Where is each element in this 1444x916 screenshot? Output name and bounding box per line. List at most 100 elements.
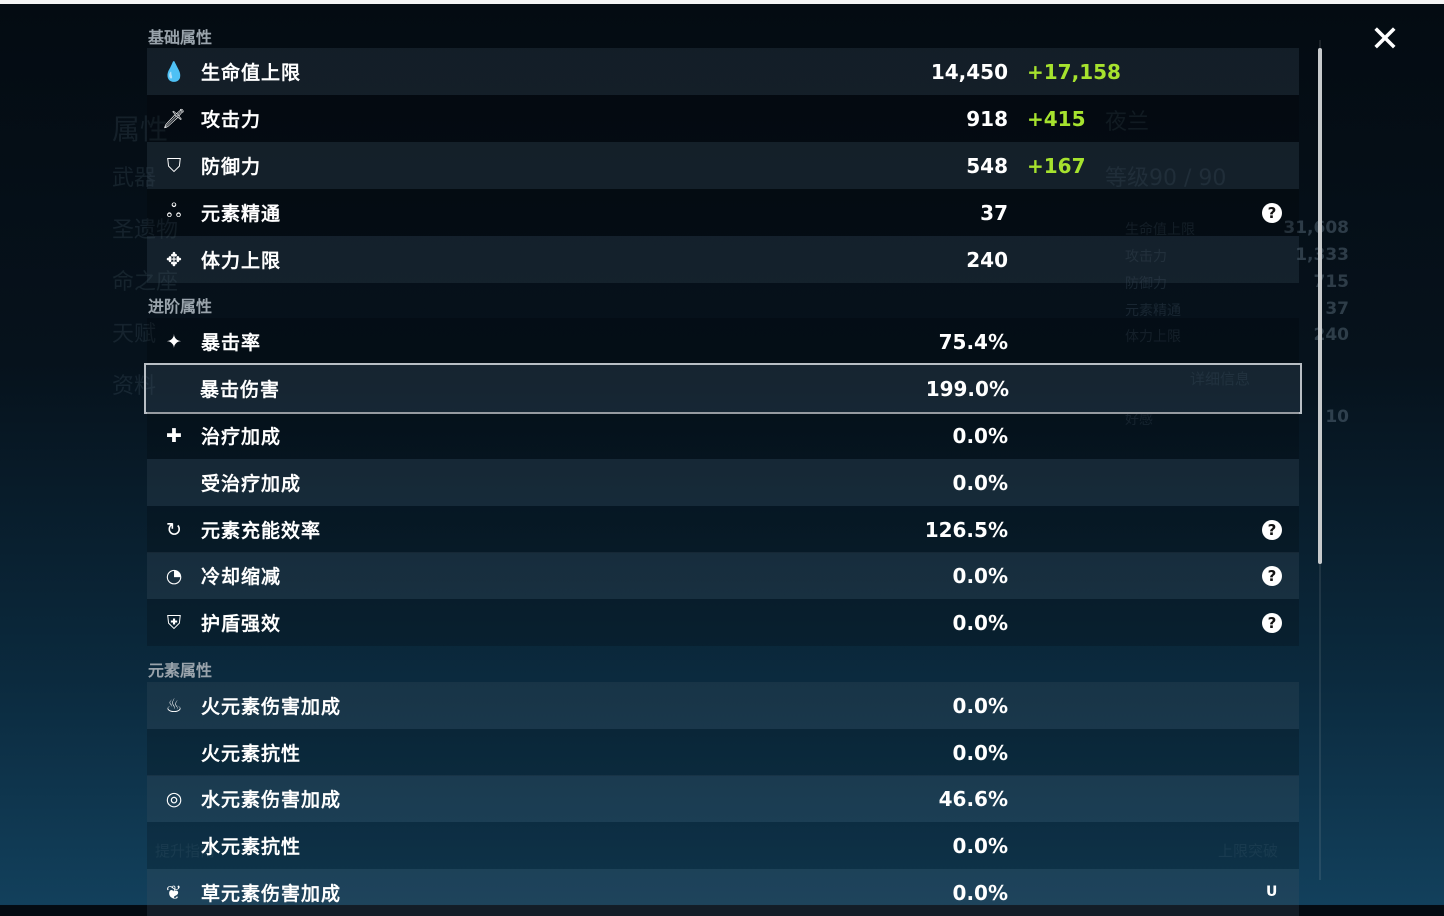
stamina-icon: ✥ — [166, 248, 182, 271]
stat-value: 126.5% — [924, 517, 1008, 542]
help-icon[interactable]: ? — [1262, 612, 1282, 633]
bg-upgrade-button: 提升指南 — [155, 842, 216, 860]
pyro-icon: ♨ — [165, 694, 183, 717]
section-base-attributes: 基础属性 — [148, 28, 213, 47]
stat-bonus: +415 — [1027, 106, 1086, 131]
stat-label: 暴击伤害 — [200, 379, 281, 401]
stat-row[interactable]: 暴击伤害 199.0% — [144, 363, 1302, 414]
stat-label: 水元素抗性 — [201, 836, 302, 858]
bg-tab-weapon: 武器 — [112, 166, 157, 191]
help-icon[interactable]: ? — [1262, 519, 1282, 540]
stat-row[interactable]: 水元素抗性 0.0% — [147, 822, 1299, 869]
top-border — [0, 0, 1444, 4]
bg-tab-artifacts: 圣遗物 — [112, 218, 179, 243]
bg-tab-constellation: 命之座 — [112, 270, 179, 295]
cooldown-icon: ◔ — [165, 564, 183, 587]
bg-friendship-label: 好感 — [1125, 412, 1153, 428]
stat-value: 240 — [966, 247, 1008, 272]
stat-row[interactable]: 🗡 攻击力 918 +415 — [147, 95, 1299, 142]
shield-bolt-icon: ⛨ — [166, 611, 182, 634]
stat-row[interactable]: ♨ 火元素伤害加成 0.0% — [147, 682, 1299, 729]
bg-summary-value: 715 — [1313, 272, 1350, 292]
stat-label: 火元素抗性 — [201, 743, 302, 765]
sword-icon: 🗡 — [161, 108, 187, 130]
stat-value: 0.0% — [952, 880, 1008, 905]
stat-label: 暴击率 — [201, 332, 262, 354]
section-advanced-attributes: 进阶属性 — [148, 297, 213, 316]
bg-tab-attributes: 属性 — [112, 113, 169, 146]
stat-value: 75.4% — [938, 329, 1008, 354]
shield-icon: ⛉ — [166, 154, 182, 177]
stat-row[interactable]: ஃ 元素精通 37? — [147, 189, 1299, 236]
stat-value: 0.0% — [952, 470, 1008, 495]
close-button[interactable]: ✕ — [1369, 19, 1401, 60]
bg-summary-label: 体力上限 — [1125, 329, 1181, 345]
stat-row[interactable]: ⛉ 防御力 548 +167 — [147, 142, 1299, 189]
drop-icon: 💧 — [162, 61, 186, 83]
stat-row[interactable]: ✚ 治疗加成 0.0% — [147, 412, 1299, 459]
stat-value: 46.6% — [938, 786, 1008, 811]
stat-value: 0.0% — [952, 423, 1008, 448]
bg-ascend-button: 上限突破 — [1218, 842, 1279, 860]
stat-label: 草元素伤害加成 — [201, 883, 342, 905]
bg-summary-label: 元素精通 — [1125, 303, 1181, 319]
stat-label: 冷却缩减 — [201, 566, 282, 588]
stat-row[interactable]: ⛨ 护盾强效 0.0%? — [147, 599, 1299, 646]
recharge-icon: ↻ — [166, 518, 182, 541]
stat-row[interactable]: ✦ 暴击率 75.4% — [147, 318, 1299, 365]
stat-label: 生命值上限 — [201, 62, 302, 84]
stat-row[interactable]: ❦ 草元素伤害加成 0.0% — [147, 869, 1299, 916]
stat-value: 918 — [966, 106, 1008, 131]
stat-row[interactable]: ↻ 元素充能效率 126.5%? — [147, 506, 1299, 553]
cross-icon: ✚ — [166, 424, 182, 447]
stat-bonus: +167 — [1027, 153, 1086, 178]
stat-label: 体力上限 — [201, 250, 282, 272]
stat-value: 548 — [966, 153, 1008, 178]
stat-value: 0.0% — [952, 610, 1008, 635]
stat-row[interactable]: ✥ 体力上限 240 — [147, 236, 1299, 283]
stat-row[interactable]: ◔ 冷却缩减 0.0%? — [147, 552, 1299, 599]
bg-summary-label: 生命值上限 — [1125, 222, 1195, 238]
bg-character-name: 夜兰 — [1105, 110, 1150, 135]
bg-tab-profile: 资料 — [112, 374, 157, 399]
stat-label: 治疗加成 — [201, 426, 282, 448]
bg-summary-value: 37 — [1325, 299, 1349, 319]
stat-label: 火元素伤害加成 — [201, 696, 342, 718]
stat-label: 元素充能效率 — [201, 520, 322, 542]
stat-label: 防御力 — [201, 156, 262, 178]
stat-value: 0.0% — [952, 740, 1008, 765]
stat-label: 元素精通 — [201, 203, 282, 225]
bg-summary-value: 240 — [1313, 325, 1350, 345]
stat-value: 0.0% — [952, 563, 1008, 588]
scrollbar-thumb[interactable] — [1318, 48, 1322, 564]
stat-row[interactable]: 受治疗加成 0.0% — [147, 459, 1299, 506]
help-icon[interactable]: ? — [1262, 202, 1282, 223]
bg-level: 等级90 / 90 — [1105, 166, 1227, 191]
bg-summary-label: 防御力 — [1125, 276, 1167, 292]
stat-label: 攻击力 — [201, 109, 262, 131]
help-icon[interactable]: ? — [1262, 565, 1282, 586]
stat-label: 护盾强效 — [201, 613, 282, 635]
uid-label: U — [1266, 884, 1278, 900]
stat-row[interactable]: 火元素抗性 0.0% — [147, 729, 1299, 776]
bg-friendship-value: 10 — [1325, 407, 1349, 427]
stat-row[interactable]: 💧 生命值上限 14,450 +17,158 — [147, 48, 1299, 95]
triple-ring-icon: ஃ — [166, 200, 182, 222]
section-element-attributes: 元素属性 — [148, 661, 213, 680]
stat-bonus: +17,158 — [1027, 59, 1121, 84]
bg-summary-label: 攻击力 — [1125, 249, 1167, 265]
stat-label: 水元素伤害加成 — [201, 789, 342, 811]
stat-value: 0.0% — [952, 693, 1008, 718]
stat-label: 受治疗加成 — [201, 473, 302, 495]
stat-value: 199.0% — [925, 376, 1009, 401]
hydro-icon: ◎ — [165, 787, 183, 810]
dendro-icon: ❦ — [166, 881, 182, 904]
stat-row[interactable]: ◎ 水元素伤害加成 46.6% — [147, 775, 1299, 822]
stat-value: 14,450 — [930, 59, 1008, 84]
stat-value: 37 — [980, 200, 1008, 225]
crit-star-icon: ✦ — [166, 330, 182, 353]
bg-summary-value: 31,608 — [1283, 218, 1349, 238]
bg-summary-value: 1,333 — [1295, 245, 1349, 265]
stat-value: 0.0% — [952, 833, 1008, 858]
bg-tab-talents: 天赋 — [112, 322, 157, 347]
